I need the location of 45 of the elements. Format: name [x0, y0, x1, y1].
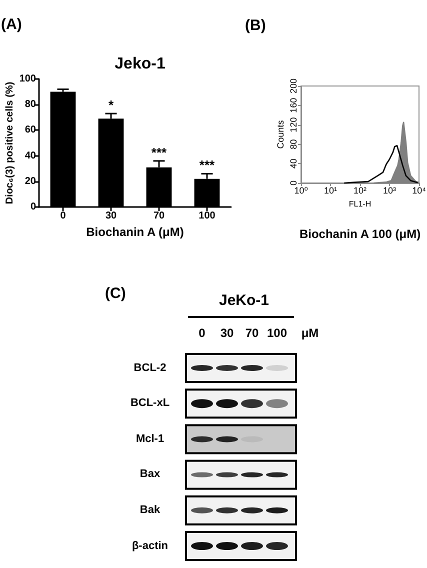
chart-title: Jeko-1	[114, 56, 166, 72]
y-tick-label: 80	[288, 139, 298, 150]
y-tick-label: 160	[288, 98, 298, 113]
y-tick-label: 20	[24, 176, 36, 187]
text: (A)	[1, 16, 22, 33]
x-tick-label: 0	[60, 210, 66, 222]
x-tick-label: 100	[198, 210, 216, 222]
x-tick-label: 30	[105, 210, 117, 222]
x-tick-label: 10³	[382, 186, 396, 196]
y-tick-label: 200	[288, 78, 298, 94]
text: μM	[301, 326, 319, 340]
y-tick-label: 0	[30, 202, 36, 212]
x-tick-label: 10⁴	[412, 186, 426, 196]
category-label: 0	[198, 326, 206, 340]
y-tick-label: 80	[24, 99, 36, 110]
x-tick-label: 10¹	[324, 186, 338, 196]
y-tick-label: 100	[19, 74, 36, 84]
text: Biochanin A 100 (μM)	[299, 227, 421, 241]
y-axis-title: Counts	[276, 120, 286, 149]
y-tick-label: 120	[288, 117, 298, 132]
category-label: 30	[220, 326, 234, 340]
category-label: 100	[266, 326, 288, 340]
x-tick-label: 70	[153, 210, 165, 222]
y-tick-label: 40	[288, 158, 298, 169]
x-axis-title: Biochanin A (μM)	[86, 225, 184, 239]
category-label: Mcl-1	[136, 432, 164, 445]
y-axis-title: Dioc₆(3) positive cells (%)	[4, 82, 16, 204]
x-axis-title: FL1-H	[348, 200, 372, 208]
y-tick-label: 40	[24, 150, 36, 162]
x-tick-label: 10²	[353, 186, 367, 196]
y-tick-label: 0	[288, 180, 298, 186]
text: JeKo-1	[218, 292, 270, 309]
annotation: ***	[199, 158, 216, 173]
text: (C)	[105, 285, 126, 302]
category-label: β-actin	[132, 540, 168, 552]
annotation: ***	[151, 144, 168, 160]
category-label: 70	[245, 326, 259, 340]
category-label: Bak	[140, 504, 160, 516]
x-tick-label: 10⁰	[294, 186, 308, 196]
category-label: BCL-xL	[130, 397, 170, 410]
category-label: BCL-2	[134, 362, 166, 374]
annotation: *	[108, 98, 114, 113]
y-tick-label: 60	[24, 124, 36, 136]
category-label: Bax	[140, 468, 160, 480]
text: (B)	[245, 17, 266, 34]
